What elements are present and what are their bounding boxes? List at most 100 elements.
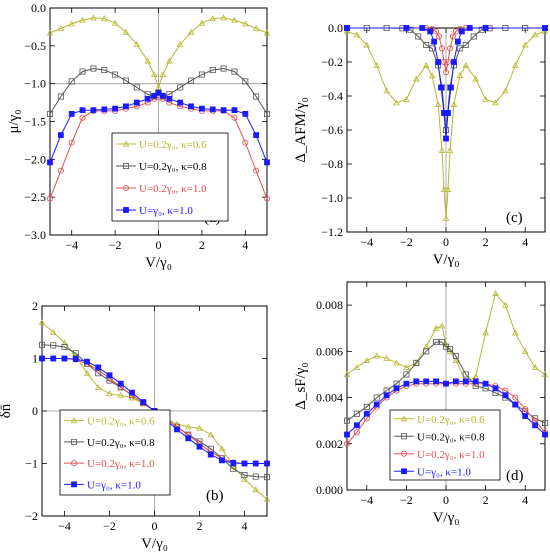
data-point xyxy=(344,431,350,438)
legend-label: U=γ₀, κ=1.0 xyxy=(139,205,193,217)
data-point xyxy=(57,93,64,100)
data-point xyxy=(46,29,54,36)
data-point xyxy=(68,20,75,27)
legend-label: U=0.2γ₀, κ=0.8 xyxy=(87,437,155,449)
data-point xyxy=(230,460,237,466)
data-point xyxy=(117,380,124,387)
data-point xyxy=(521,347,529,354)
data-point xyxy=(413,378,420,385)
data-point xyxy=(155,89,162,96)
data-point xyxy=(492,290,499,297)
data-point xyxy=(117,391,125,398)
data-point xyxy=(446,45,453,52)
legend: U=0.2γ₀, κ=0.6 U=0.2γ₀, κ=0.8 U=0.2γ₀, κ=1… xyxy=(389,409,501,481)
data-point xyxy=(466,25,473,31)
data-point xyxy=(373,401,380,408)
data-point xyxy=(383,87,390,94)
data-point xyxy=(106,372,113,379)
data-point xyxy=(415,33,422,40)
data-point xyxy=(57,132,64,139)
legend-box xyxy=(389,409,501,481)
data-point xyxy=(47,195,54,202)
data-point xyxy=(129,389,135,396)
data-point xyxy=(242,111,249,117)
data-point xyxy=(263,474,270,481)
data-point xyxy=(122,28,130,35)
data-point xyxy=(442,69,449,76)
x-tick-label: −2 xyxy=(109,238,122,252)
legend-marker xyxy=(71,460,78,467)
x-tick-label: −4 xyxy=(65,238,78,252)
y-tick-label: −1.2 xyxy=(321,225,343,239)
y-axis-label: Δ_AFM/γ₀ xyxy=(293,97,309,163)
data-point xyxy=(95,370,102,377)
data-point xyxy=(199,105,205,112)
data-point xyxy=(482,95,489,102)
data-point xyxy=(39,341,46,348)
data-point xyxy=(353,429,360,436)
data-point xyxy=(353,364,361,370)
data-point xyxy=(542,431,548,438)
data-point xyxy=(439,339,446,346)
data-point xyxy=(531,31,539,38)
panel-tag: (c) xyxy=(506,210,523,226)
y-tick-label: −2 xyxy=(25,509,38,523)
data-point xyxy=(123,103,129,110)
x-tick-label: −4 xyxy=(58,519,71,533)
data-point xyxy=(452,378,459,385)
data-point xyxy=(419,25,426,31)
series-3 xyxy=(47,89,270,166)
data-point xyxy=(512,394,519,401)
data-point xyxy=(231,16,238,23)
y-tick-label: 2 xyxy=(32,299,38,313)
data-point xyxy=(343,371,351,377)
legend-marker xyxy=(400,450,407,457)
y-tick-label: 0.0 xyxy=(328,21,343,35)
data-point xyxy=(242,20,249,27)
data-point xyxy=(177,84,184,91)
data-point xyxy=(413,359,420,366)
legend-marker xyxy=(400,433,407,440)
data-point xyxy=(438,84,444,91)
data-point xyxy=(521,41,529,48)
data-point xyxy=(188,103,194,110)
data-point xyxy=(413,75,420,82)
data-point xyxy=(433,339,440,346)
data-point xyxy=(61,343,68,350)
data-point xyxy=(159,71,167,78)
legend-marker xyxy=(123,162,130,169)
data-point xyxy=(462,371,469,378)
data-point xyxy=(101,106,108,113)
data-point xyxy=(79,68,86,75)
data-point xyxy=(403,380,410,387)
legend-label: U=0.2γ₀, κ=0.6 xyxy=(87,416,155,428)
data-point xyxy=(439,45,446,52)
data-point xyxy=(444,186,452,192)
legend-label: U=γ₀, κ=1.0 xyxy=(87,479,141,491)
y-tick-label: −0.5 xyxy=(24,39,46,53)
data-point xyxy=(462,378,469,385)
data-point xyxy=(363,410,370,417)
data-point xyxy=(363,41,371,48)
legend-label: U=γ₀, κ=1.0 xyxy=(417,466,471,478)
data-point xyxy=(61,355,68,362)
x-axis-label: V/γ₀ xyxy=(145,255,172,271)
data-point xyxy=(50,355,57,362)
data-point xyxy=(242,78,249,85)
data-point xyxy=(444,59,451,66)
series-0 xyxy=(343,27,549,221)
data-point xyxy=(90,65,97,72)
x-tick-label: 2 xyxy=(199,238,205,252)
data-point xyxy=(49,328,57,335)
data-point xyxy=(423,378,430,385)
data-point xyxy=(263,29,271,36)
data-point xyxy=(482,329,489,336)
data-point xyxy=(231,114,238,121)
data-point xyxy=(522,413,529,419)
data-point xyxy=(482,25,489,31)
data-point xyxy=(209,106,216,113)
data-point xyxy=(253,132,260,139)
data-point xyxy=(436,33,443,40)
x-tick-label: −4 xyxy=(360,235,373,249)
